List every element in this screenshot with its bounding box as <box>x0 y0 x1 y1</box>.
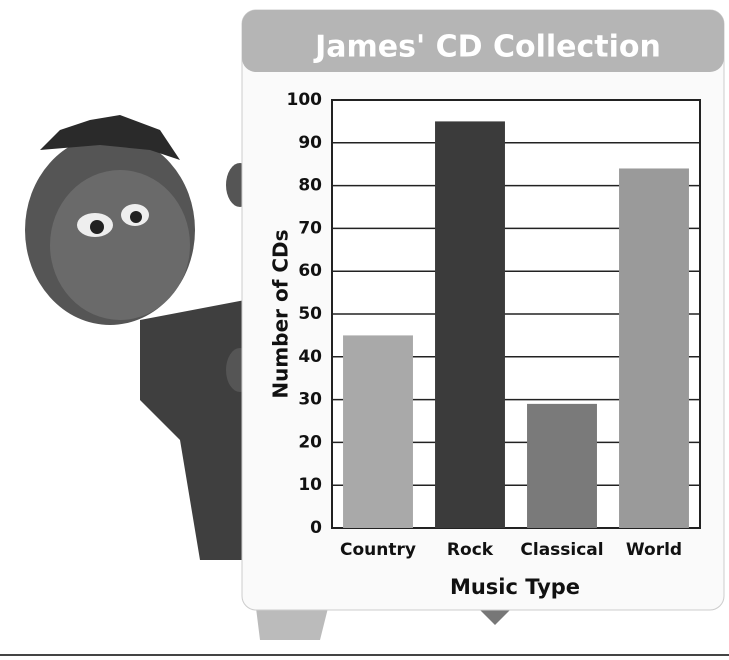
x-tick-label: Country <box>340 540 416 560</box>
y-tick-label: 90 <box>298 133 322 153</box>
y-tick-label: 70 <box>298 218 322 238</box>
y-tick-label: 40 <box>298 347 322 367</box>
y-tick-label: 30 <box>298 390 322 410</box>
y-axis-label: Number of CDs <box>269 229 293 398</box>
x-tick-label: Rock <box>447 540 494 560</box>
bar <box>619 168 689 529</box>
bar <box>527 403 597 528</box>
chart-title: James' CD Collection <box>313 30 661 65</box>
bar <box>343 335 413 528</box>
character-illustration <box>25 115 520 640</box>
x-tick-label: World <box>626 540 682 560</box>
title-bar <box>242 10 724 72</box>
bar <box>435 121 505 529</box>
y-tick-label: 10 <box>298 475 322 495</box>
y-tick-label: 0 <box>310 518 322 538</box>
y-tick-label: 80 <box>298 176 322 196</box>
x-tick-label: Classical <box>520 540 603 560</box>
y-tick-label: 50 <box>298 304 322 324</box>
y-tick-label: 60 <box>298 261 322 281</box>
x-axis-label: Music Type <box>450 575 580 599</box>
y-tick-label: 20 <box>298 432 322 452</box>
y-tick-label: 100 <box>287 90 323 110</box>
